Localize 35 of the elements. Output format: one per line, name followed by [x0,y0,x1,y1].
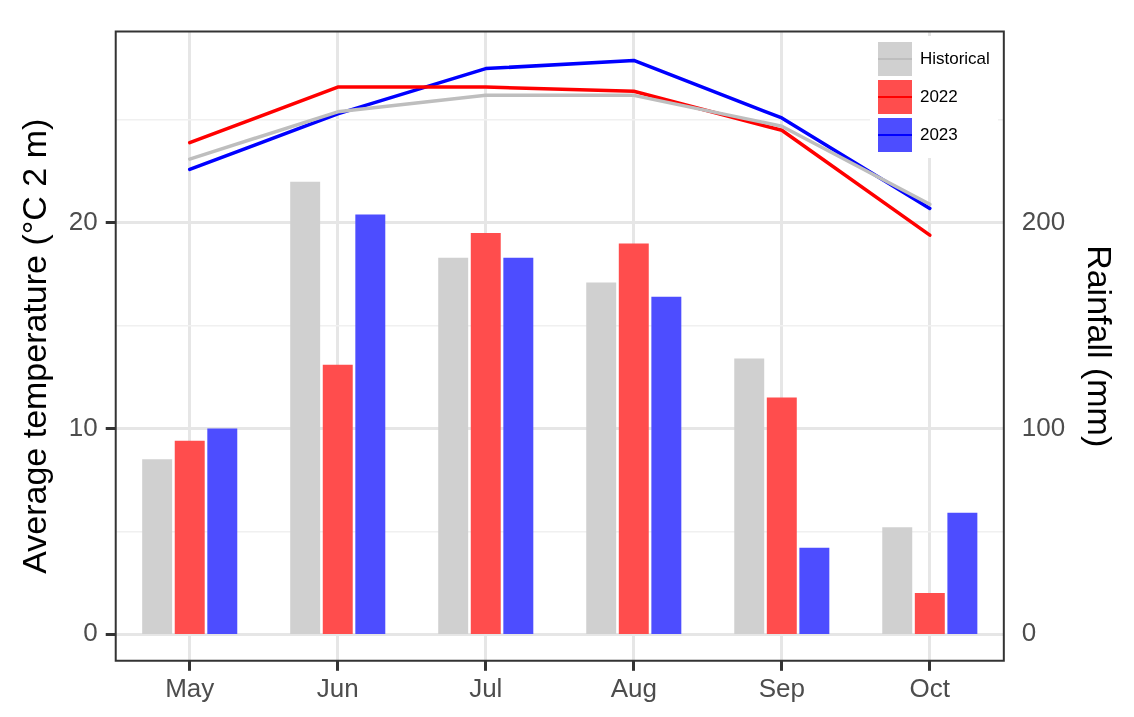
bar [947,512,978,635]
x-tick-label: Oct [909,672,951,703]
bar [586,282,617,635]
y2-tick-label: 0 [1021,617,1037,648]
bar [207,428,238,635]
bar [651,296,682,635]
bar [142,459,173,635]
bar [734,358,765,635]
bar [174,440,205,635]
bar [438,257,469,635]
y-tick-label: 20 [68,206,98,236]
legend-label: 2022 [919,86,958,107]
x-tick-label: Sep [758,672,805,703]
x-tick-label: Jul [469,672,503,703]
bar [882,527,913,635]
bar [766,397,797,635]
bar [914,592,945,635]
x-tick-label: Jun [316,672,359,703]
y-tick-label: 0 [83,617,98,648]
bar [322,364,353,635]
y2-tick-label: 200 [1021,206,1066,236]
bar [618,243,649,635]
bar [799,547,830,635]
y-tick-label: 10 [68,411,98,442]
bar [503,257,534,635]
y2-tick-label: 100 [1021,411,1066,442]
y2-axis-title: Rainfall (mm) [1081,245,1120,448]
x-tick-label: Aug [610,672,657,703]
legend-label: 2023 [919,124,958,145]
bar [355,214,386,635]
legend-label: Historical [919,48,990,69]
y-axis-title: Average temperature (°C 2 m) [14,118,53,574]
x-tick-label: May [165,672,215,703]
bar [470,233,501,635]
bar [290,181,321,635]
